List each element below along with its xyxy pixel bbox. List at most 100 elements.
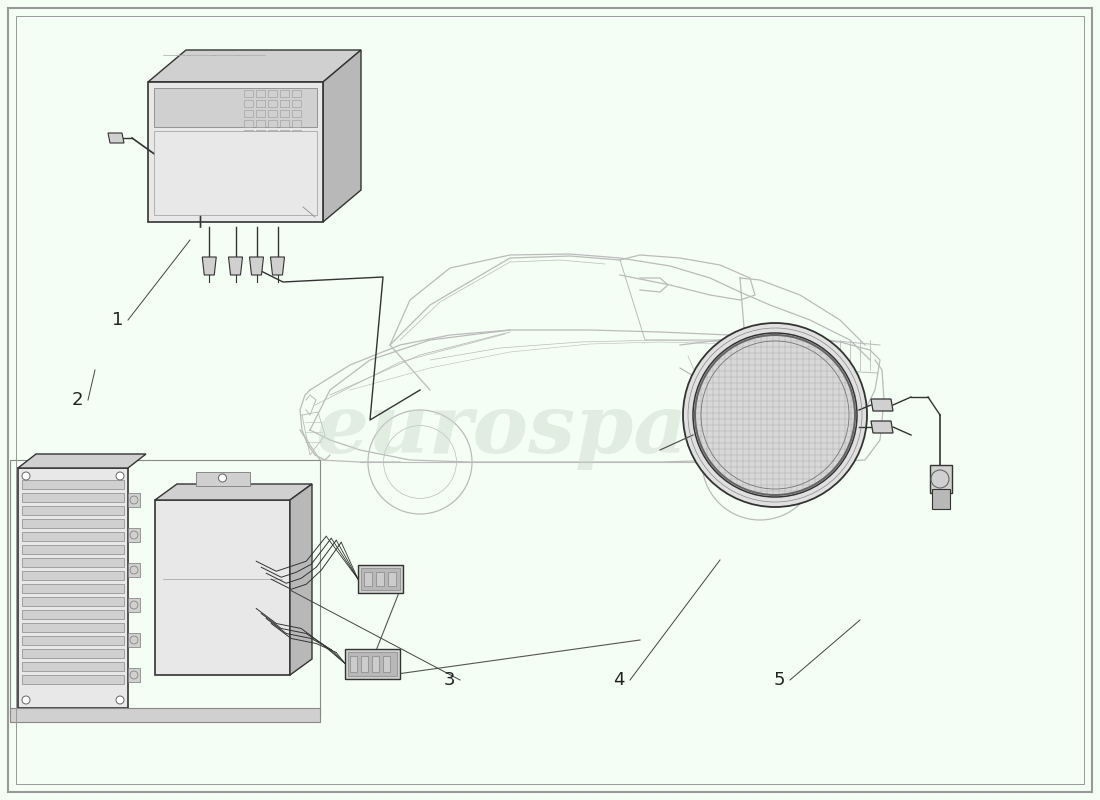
Bar — [256, 110, 265, 117]
Text: 2: 2 — [72, 391, 82, 409]
Bar — [244, 150, 253, 157]
Bar — [10, 460, 320, 716]
Bar — [244, 110, 253, 117]
Bar — [22, 480, 124, 489]
Bar — [256, 120, 265, 127]
Polygon shape — [250, 257, 264, 275]
Polygon shape — [271, 257, 285, 275]
Bar — [256, 90, 265, 97]
Bar — [155, 500, 290, 675]
Bar — [22, 571, 124, 580]
Bar — [22, 506, 124, 515]
Bar — [361, 655, 368, 671]
Bar — [293, 130, 301, 137]
Bar — [10, 708, 320, 722]
Bar — [280, 110, 289, 117]
Bar — [361, 568, 400, 590]
Bar — [388, 572, 396, 586]
Polygon shape — [290, 484, 312, 675]
Bar — [22, 649, 124, 658]
Bar — [128, 528, 140, 542]
Polygon shape — [229, 257, 242, 275]
Circle shape — [130, 636, 138, 644]
Bar — [22, 493, 124, 502]
Bar — [244, 90, 253, 97]
Bar — [196, 472, 250, 486]
Bar — [293, 90, 301, 97]
Circle shape — [116, 472, 124, 480]
Bar — [18, 468, 128, 708]
Bar — [22, 558, 124, 567]
Bar — [268, 150, 277, 157]
Bar — [364, 572, 372, 586]
Bar — [256, 100, 265, 107]
Bar — [268, 90, 277, 97]
Polygon shape — [871, 399, 893, 411]
Bar — [244, 130, 253, 137]
Bar — [293, 150, 301, 157]
Bar — [280, 100, 289, 107]
Bar — [22, 662, 124, 671]
Bar — [280, 90, 289, 97]
Bar — [932, 489, 950, 509]
Bar — [244, 120, 253, 127]
Bar — [22, 532, 124, 541]
Bar — [256, 130, 265, 137]
Bar — [22, 519, 124, 528]
Bar — [268, 130, 277, 137]
Circle shape — [130, 671, 138, 679]
Bar — [348, 651, 397, 675]
Bar — [22, 675, 124, 684]
Bar — [154, 131, 317, 215]
Circle shape — [130, 496, 138, 504]
Text: 3: 3 — [443, 671, 455, 689]
Bar — [350, 655, 358, 671]
Bar — [293, 120, 301, 127]
Bar — [376, 572, 384, 586]
Circle shape — [130, 566, 138, 574]
Circle shape — [693, 333, 857, 497]
Text: 1: 1 — [111, 311, 123, 329]
Bar — [22, 623, 124, 632]
Bar — [22, 610, 124, 619]
Bar — [293, 110, 301, 117]
Polygon shape — [202, 257, 217, 275]
Bar — [128, 598, 140, 612]
Polygon shape — [323, 50, 361, 222]
Polygon shape — [871, 421, 893, 433]
Bar — [22, 597, 124, 606]
Bar — [383, 655, 390, 671]
Bar — [128, 563, 140, 577]
Text: 4: 4 — [614, 671, 625, 689]
Bar — [22, 584, 124, 593]
Bar — [154, 88, 317, 127]
Bar — [22, 636, 124, 645]
Bar — [22, 545, 124, 554]
Bar — [280, 120, 289, 127]
Bar — [128, 633, 140, 647]
Polygon shape — [148, 50, 361, 82]
Bar — [293, 140, 301, 147]
Bar — [128, 493, 140, 507]
Circle shape — [219, 474, 227, 482]
Polygon shape — [18, 454, 146, 468]
Bar — [280, 150, 289, 157]
Bar — [148, 82, 323, 222]
Circle shape — [22, 472, 30, 480]
Bar — [268, 110, 277, 117]
Text: eurospare: eurospare — [316, 390, 784, 470]
Bar — [256, 150, 265, 157]
Bar — [244, 100, 253, 107]
Bar — [372, 655, 379, 671]
Bar — [268, 140, 277, 147]
Bar — [358, 565, 403, 593]
Text: 5: 5 — [773, 671, 785, 689]
Bar — [345, 649, 400, 678]
Bar — [268, 100, 277, 107]
Bar — [268, 120, 277, 127]
Bar — [280, 140, 289, 147]
Circle shape — [683, 323, 867, 507]
Bar — [930, 465, 952, 493]
Circle shape — [116, 696, 124, 704]
Circle shape — [130, 531, 138, 539]
